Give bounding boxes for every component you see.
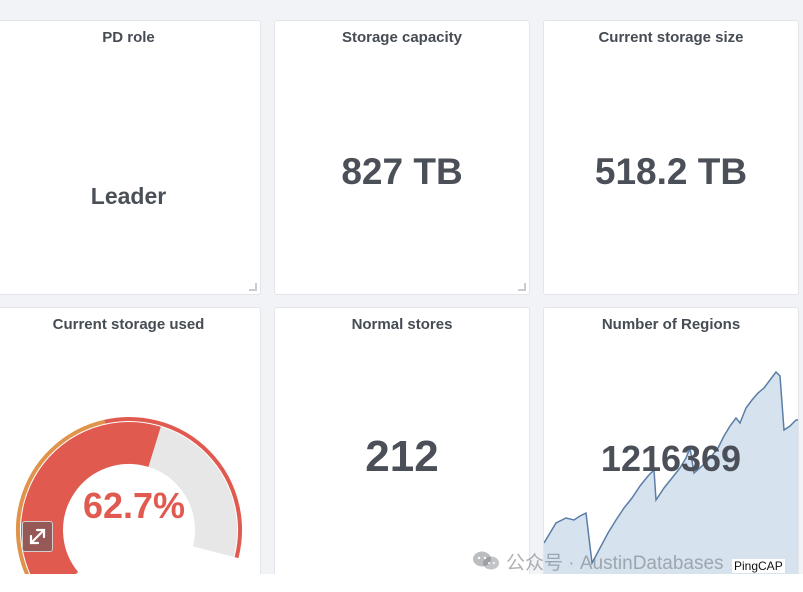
panel-title: PD role — [102, 29, 155, 46]
resize-handle-icon[interactable] — [249, 283, 257, 291]
normal-stores-value: 212 — [365, 432, 439, 481]
sparkline-area — [544, 372, 798, 574]
panel-pd-role[interactable]: PD role Leader — [0, 20, 261, 295]
gauge-threshold-arc — [16, 419, 106, 574]
watermark: 公众号 · AustinDatabases — [472, 546, 724, 576]
panel-title: Number of Regions — [601, 316, 741, 333]
regions-sparkline — [544, 370, 798, 574]
expand-button[interactable] — [22, 521, 53, 552]
pd-role-value: Leader — [90, 183, 167, 209]
panel-normal-stores[interactable]: Normal stores 212 — [274, 307, 530, 574]
dashboard-grid: PD role Leader Storage capacity 827 TB C… — [0, 0, 803, 574]
brand-label: PingCAP — [732, 559, 785, 573]
panel-current-storage-size[interactable]: Current storage size 518.2 TB — [543, 20, 799, 295]
storage-capacity-value: 827 TB — [341, 151, 463, 192]
panel-title: Normal stores — [351, 316, 453, 333]
expand-arrows-icon — [29, 528, 46, 545]
sparkline-line — [544, 370, 798, 566]
storage-used-value: 62.7% — [83, 485, 185, 526]
regions-value: 1216369 — [600, 438, 742, 479]
panel-number-of-regions[interactable]: Number of Regions 1216369 — [543, 307, 799, 574]
wechat-icon — [473, 551, 499, 570]
panel-title: Current storage size — [598, 29, 744, 46]
watermark-text: 公众号 · AustinDatabases — [506, 552, 724, 574]
gauge-threshold-edge — [104, 417, 242, 559]
resize-handle-icon[interactable] — [518, 283, 526, 291]
current-storage-size-value: 518.2 TB — [594, 151, 748, 192]
panel-title: Current storage used — [52, 316, 205, 333]
gauge-value-arc — [21, 422, 161, 574]
panel-storage-capacity[interactable]: Storage capacity 827 TB — [274, 20, 530, 295]
panel-title: Storage capacity — [341, 29, 463, 46]
